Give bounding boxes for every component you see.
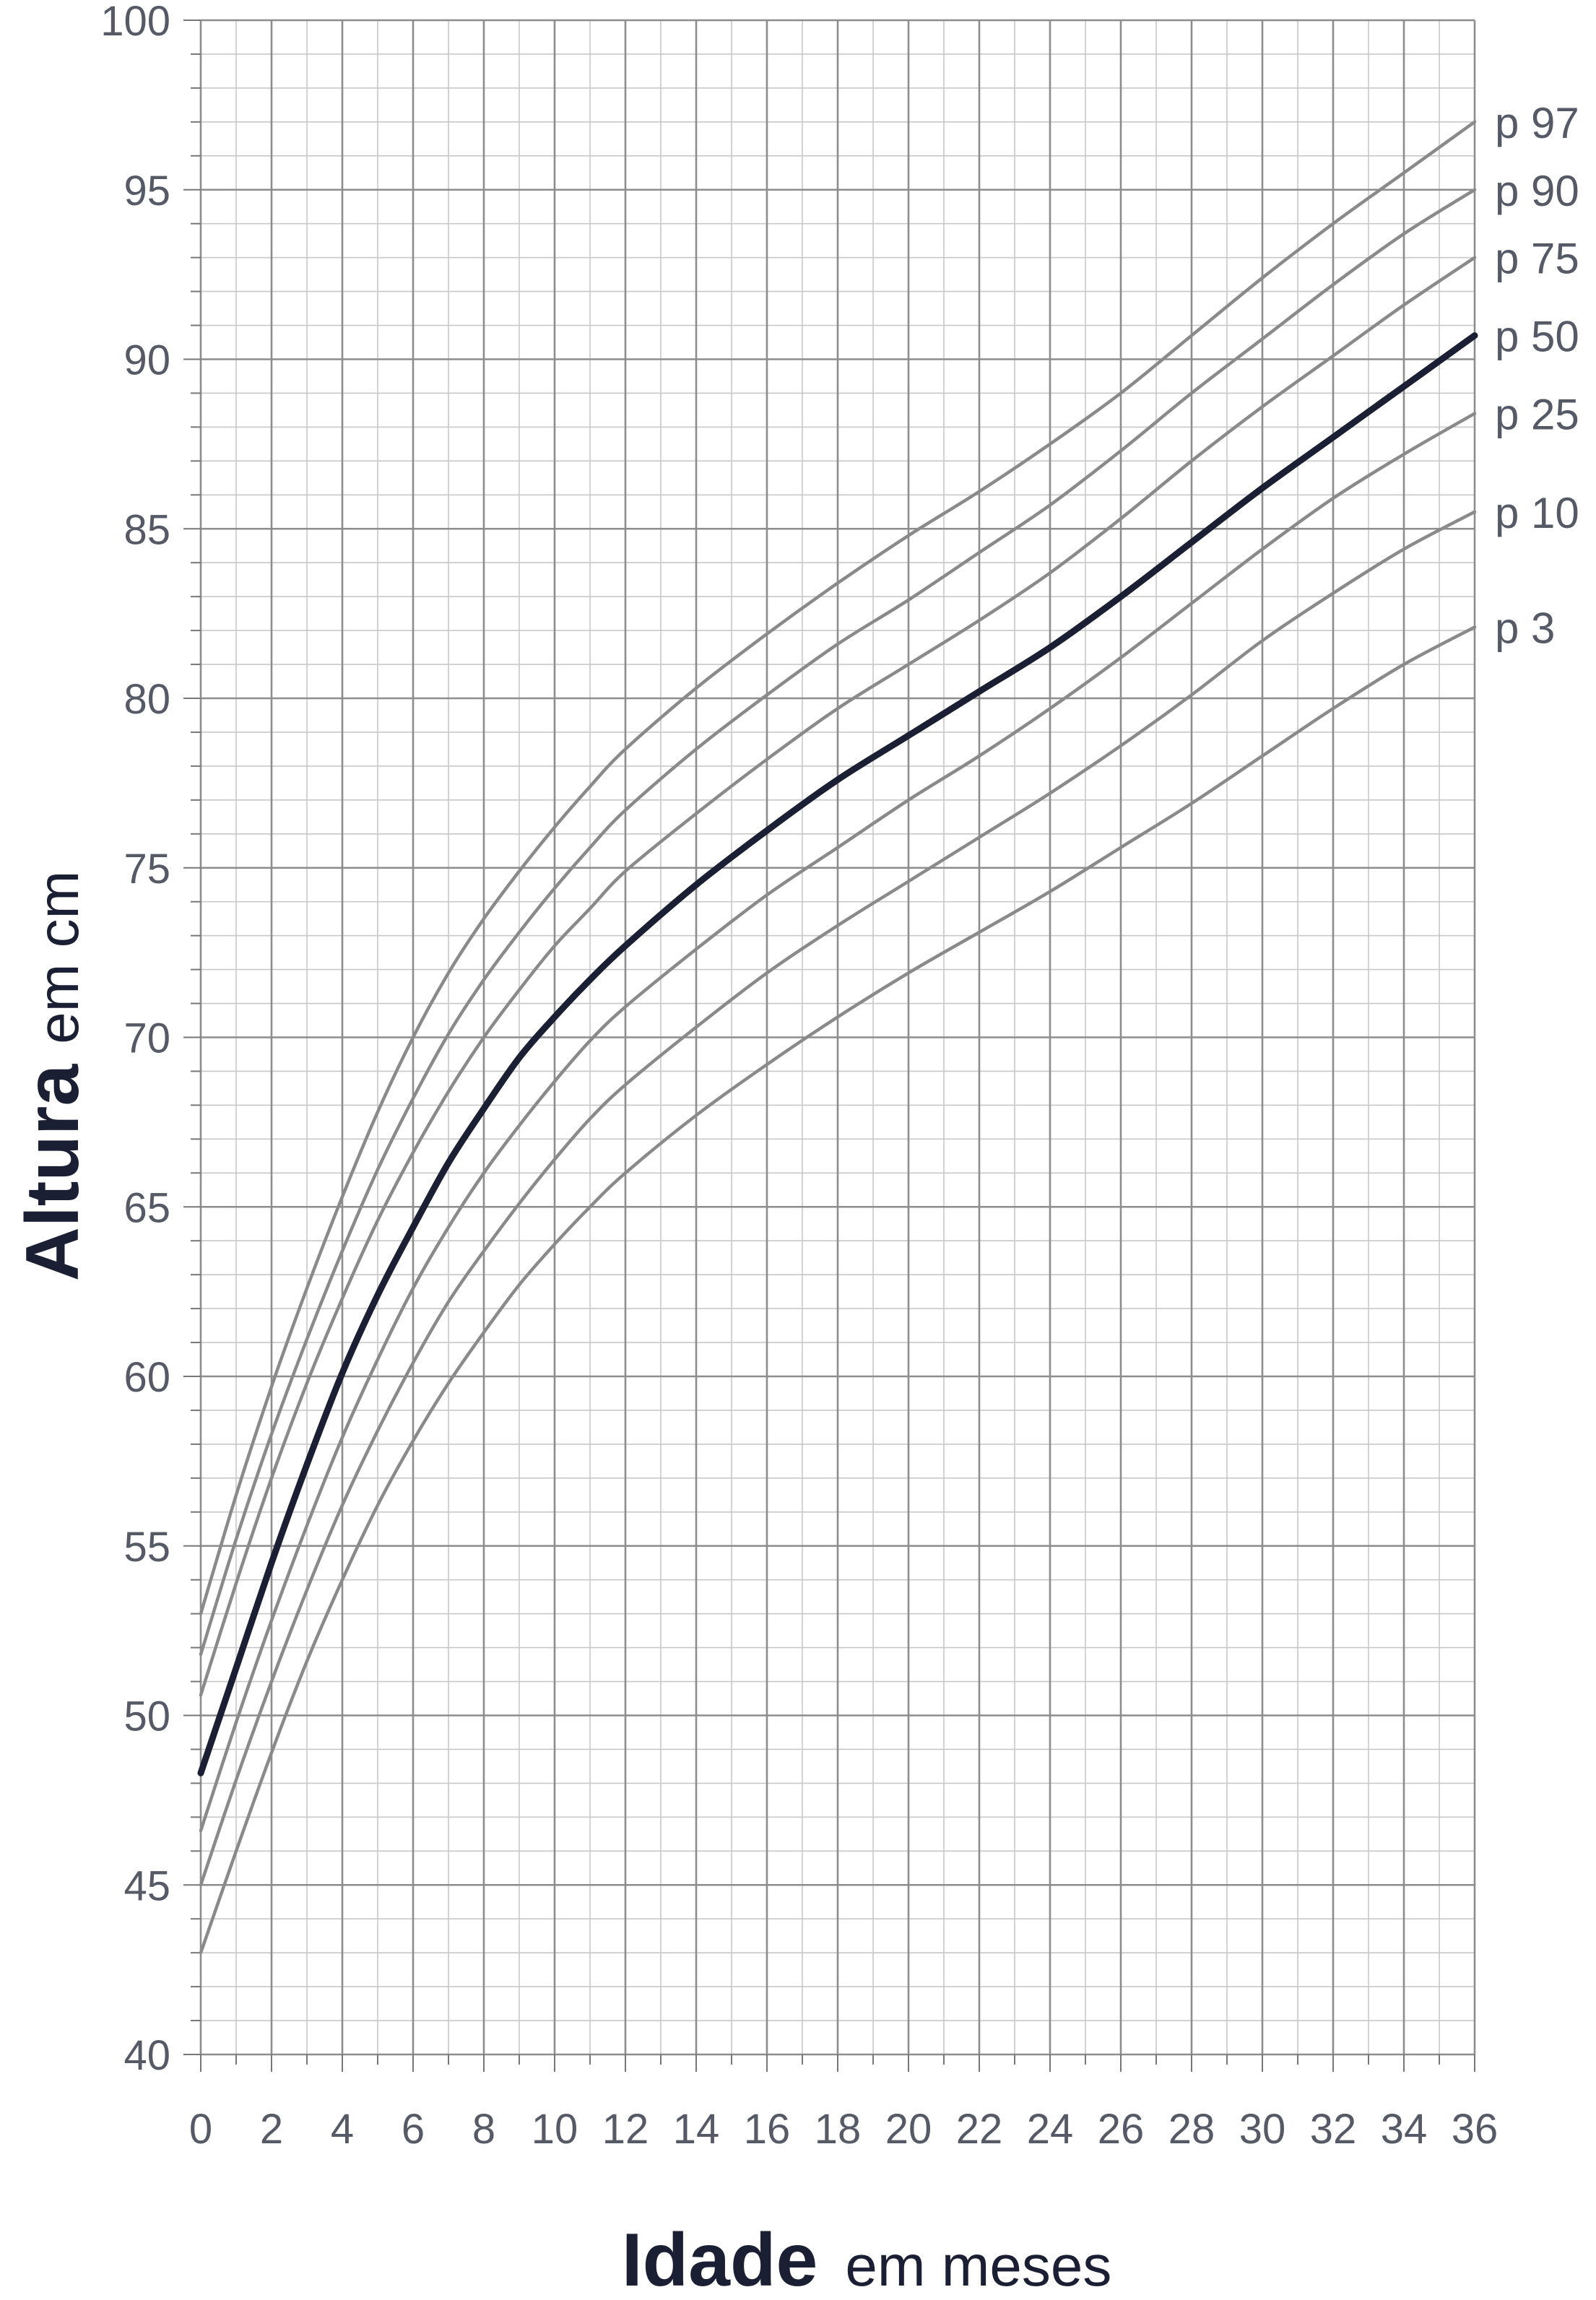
x-tick-label: 32 (1310, 2106, 1357, 2153)
y-axis-title-unit: em cm (26, 871, 90, 1044)
x-tick-label: 30 (1239, 2106, 1286, 2153)
y-tick-label: 65 (123, 1184, 170, 1231)
y-tick-label: 100 (100, 0, 170, 45)
label-p97: p 97 (1495, 99, 1579, 147)
curve-p25 (199, 412, 1477, 1833)
x-tick-label: 34 (1381, 2106, 1428, 2153)
x-tick-label: 36 (1452, 2106, 1499, 2153)
x-tick-label: 22 (956, 2106, 1003, 2153)
y-tick-label: 45 (123, 1862, 170, 1909)
percentile-labels: p 97 p 90 p 75 p 50 p 25 p 10 p 3 (1495, 99, 1579, 653)
label-p50: p 50 (1495, 313, 1579, 361)
curve-p50 (197, 332, 1478, 1776)
y-tick-label: 50 (123, 1693, 170, 1740)
axis-ticks (183, 19, 1475, 2072)
x-tick-label: 14 (673, 2106, 720, 2153)
x-tick-label: 10 (532, 2106, 578, 2153)
x-tick-label: 16 (744, 2106, 791, 2153)
x-tick-label: 28 (1168, 2106, 1215, 2153)
y-axis-title: Altura em cm (11, 871, 95, 1281)
label-p90: p 90 (1495, 167, 1579, 215)
label-p75: p 75 (1495, 235, 1579, 283)
y-tick-label: 55 (123, 1524, 170, 1571)
x-tick-label: 26 (1098, 2106, 1145, 2153)
svg-text:Altura em cm: Altura em cm (11, 871, 95, 1281)
svg-text:Idade em meses: Idade em meses (622, 2218, 1112, 2300)
x-tick-label: 2 (260, 2106, 283, 2153)
y-tick-label: 40 (123, 2032, 170, 2079)
curve-p10 (199, 510, 1477, 1887)
y-tick-label: 70 (123, 1015, 170, 1062)
x-tick-labels: 0 2 4 6 8 10 12 14 16 18 20 22 24 26 28 30 32 34 36 (189, 2106, 1498, 2153)
label-p25: p 25 (1495, 391, 1579, 439)
y-tick-label: 60 (123, 1354, 170, 1401)
x-axis-title: Idade em meses (622, 2218, 1112, 2300)
y-tick-label: 85 (123, 506, 170, 553)
percentile-curves (197, 120, 1478, 1955)
y-tick-label: 75 (123, 846, 170, 893)
x-tick-label: 18 (815, 2106, 862, 2153)
curve-p90 (199, 188, 1477, 1657)
x-tick-label: 6 (402, 2106, 425, 2153)
x-axis-title-main: Idade (622, 2218, 818, 2300)
x-axis-title-unit: em meses (845, 2234, 1111, 2298)
y-tick-label: 95 (123, 168, 170, 214)
y-tick-label: 80 (123, 676, 170, 723)
x-tick-label: 8 (472, 2106, 495, 2153)
label-p10: p 10 (1495, 489, 1579, 537)
x-tick-label: 20 (885, 2106, 932, 2153)
x-tick-label: 12 (602, 2106, 649, 2153)
x-tick-label: 24 (1027, 2106, 1074, 2153)
x-tick-label: 4 (331, 2106, 354, 2153)
y-axis-title-main: Altura (11, 1064, 95, 1282)
x-tick-label: 0 (189, 2106, 212, 2153)
y-tick-labels: 40 45 50 55 60 65 70 75 80 85 90 95 100 (100, 0, 170, 2079)
curve-p97 (199, 120, 1477, 1615)
curve-p75 (199, 256, 1477, 1697)
label-p3: p 3 (1495, 604, 1555, 652)
curve-p3 (199, 625, 1477, 1955)
y-tick-label: 90 (123, 337, 170, 384)
